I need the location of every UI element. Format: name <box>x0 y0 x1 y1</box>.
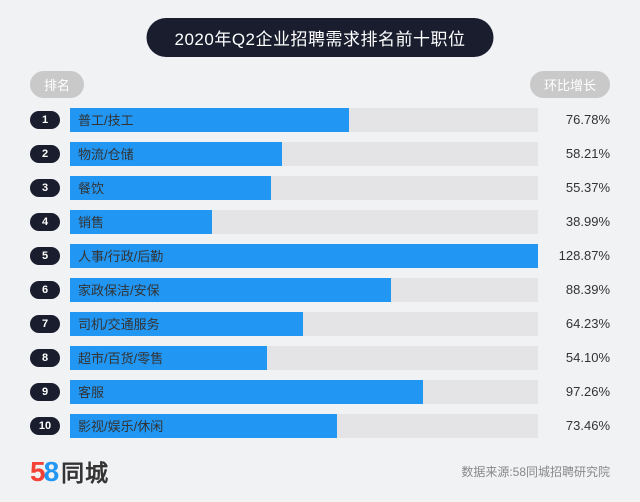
bar-track: 司机/交通服务 <box>70 312 538 336</box>
bar-track: 客服 <box>70 380 538 404</box>
rank-badge: 2 <box>30 145 60 163</box>
bar-rows-container: 1 普工/技工 76.78% 2 物流/仓储 58.21% 3 餐饮 55.37% 4 销售 38.9… <box>0 106 640 439</box>
growth-value: 38.99% <box>548 214 610 229</box>
bar-row: 6 家政保洁/安保 88.39% <box>30 276 610 303</box>
rank-badge: 4 <box>30 213 60 231</box>
logo-digit-8: 8 <box>44 456 58 488</box>
bar-track: 普工/技工 <box>70 108 538 132</box>
bar-row: 9 客服 97.26% <box>30 378 610 405</box>
logo-text: 同城 <box>61 454 109 488</box>
rank-badge: 6 <box>30 281 60 299</box>
growth-value: 73.46% <box>548 418 610 433</box>
chart-title: 2020年Q2企业招聘需求排名前十职位 <box>147 18 494 57</box>
bar-track: 超市/百货/零售 <box>70 346 538 370</box>
growth-value: 58.21% <box>548 146 610 161</box>
growth-value: 97.26% <box>548 384 610 399</box>
rank-badge: 1 <box>30 111 60 129</box>
rank-badge: 8 <box>30 349 60 367</box>
bar-label: 人事/行政/后勤 <box>78 244 163 268</box>
bar-label: 超市/百货/零售 <box>78 346 163 370</box>
growth-value: 88.39% <box>548 282 610 297</box>
bar-label: 客服 <box>78 380 104 404</box>
logo-58tongcheng: 58同城 <box>30 454 109 488</box>
bar-label: 司机/交通服务 <box>78 312 160 336</box>
rank-badge: 3 <box>30 179 60 197</box>
bar-row: 3 餐饮 55.37% <box>30 174 610 201</box>
bar-row: 8 超市/百货/零售 54.10% <box>30 344 610 371</box>
footer: 58同城 数据来源:58同城招聘研究院 <box>30 454 610 488</box>
rank-badge: 7 <box>30 315 60 333</box>
bar-track: 物流/仓储 <box>70 142 538 166</box>
column-headers: 排名 环比增长 <box>0 71 640 106</box>
bar-track: 人事/行政/后勤 <box>70 244 538 268</box>
growth-value: 64.23% <box>548 316 610 331</box>
bar-row: 10 影视/娱乐/休闲 73.46% <box>30 412 610 439</box>
bar-label: 家政保洁/安保 <box>78 278 160 302</box>
bar-row: 7 司机/交通服务 64.23% <box>30 310 610 337</box>
bar-label: 餐饮 <box>78 176 104 200</box>
bar-track: 家政保洁/安保 <box>70 278 538 302</box>
bar-row: 5 人事/行政/后勤 128.87% <box>30 242 610 269</box>
bar-row: 4 销售 38.99% <box>30 208 610 235</box>
logo-digit-5: 5 <box>30 456 44 488</box>
bar-label: 普工/技工 <box>78 108 134 132</box>
rank-badge: 5 <box>30 247 60 265</box>
growth-value: 128.87% <box>548 248 610 263</box>
bar-track: 销售 <box>70 210 538 234</box>
growth-value: 76.78% <box>548 112 610 127</box>
rank-badge: 9 <box>30 383 60 401</box>
rank-header-badge: 排名 <box>30 71 84 98</box>
rank-badge: 10 <box>30 417 60 435</box>
bar-label: 销售 <box>78 210 104 234</box>
bar-track: 餐饮 <box>70 176 538 200</box>
bar-fill <box>70 380 423 404</box>
bar-row: 2 物流/仓储 58.21% <box>30 140 610 167</box>
growth-value: 54.10% <box>548 350 610 365</box>
growth-value: 55.37% <box>548 180 610 195</box>
bar-label: 影视/娱乐/休闲 <box>78 414 163 438</box>
data-source-text: 数据来源:58同城招聘研究院 <box>461 463 610 480</box>
bar-label: 物流/仓储 <box>78 142 134 166</box>
bar-row: 1 普工/技工 76.78% <box>30 106 610 133</box>
growth-header-badge: 环比增长 <box>530 71 610 98</box>
bar-track: 影视/娱乐/休闲 <box>70 414 538 438</box>
